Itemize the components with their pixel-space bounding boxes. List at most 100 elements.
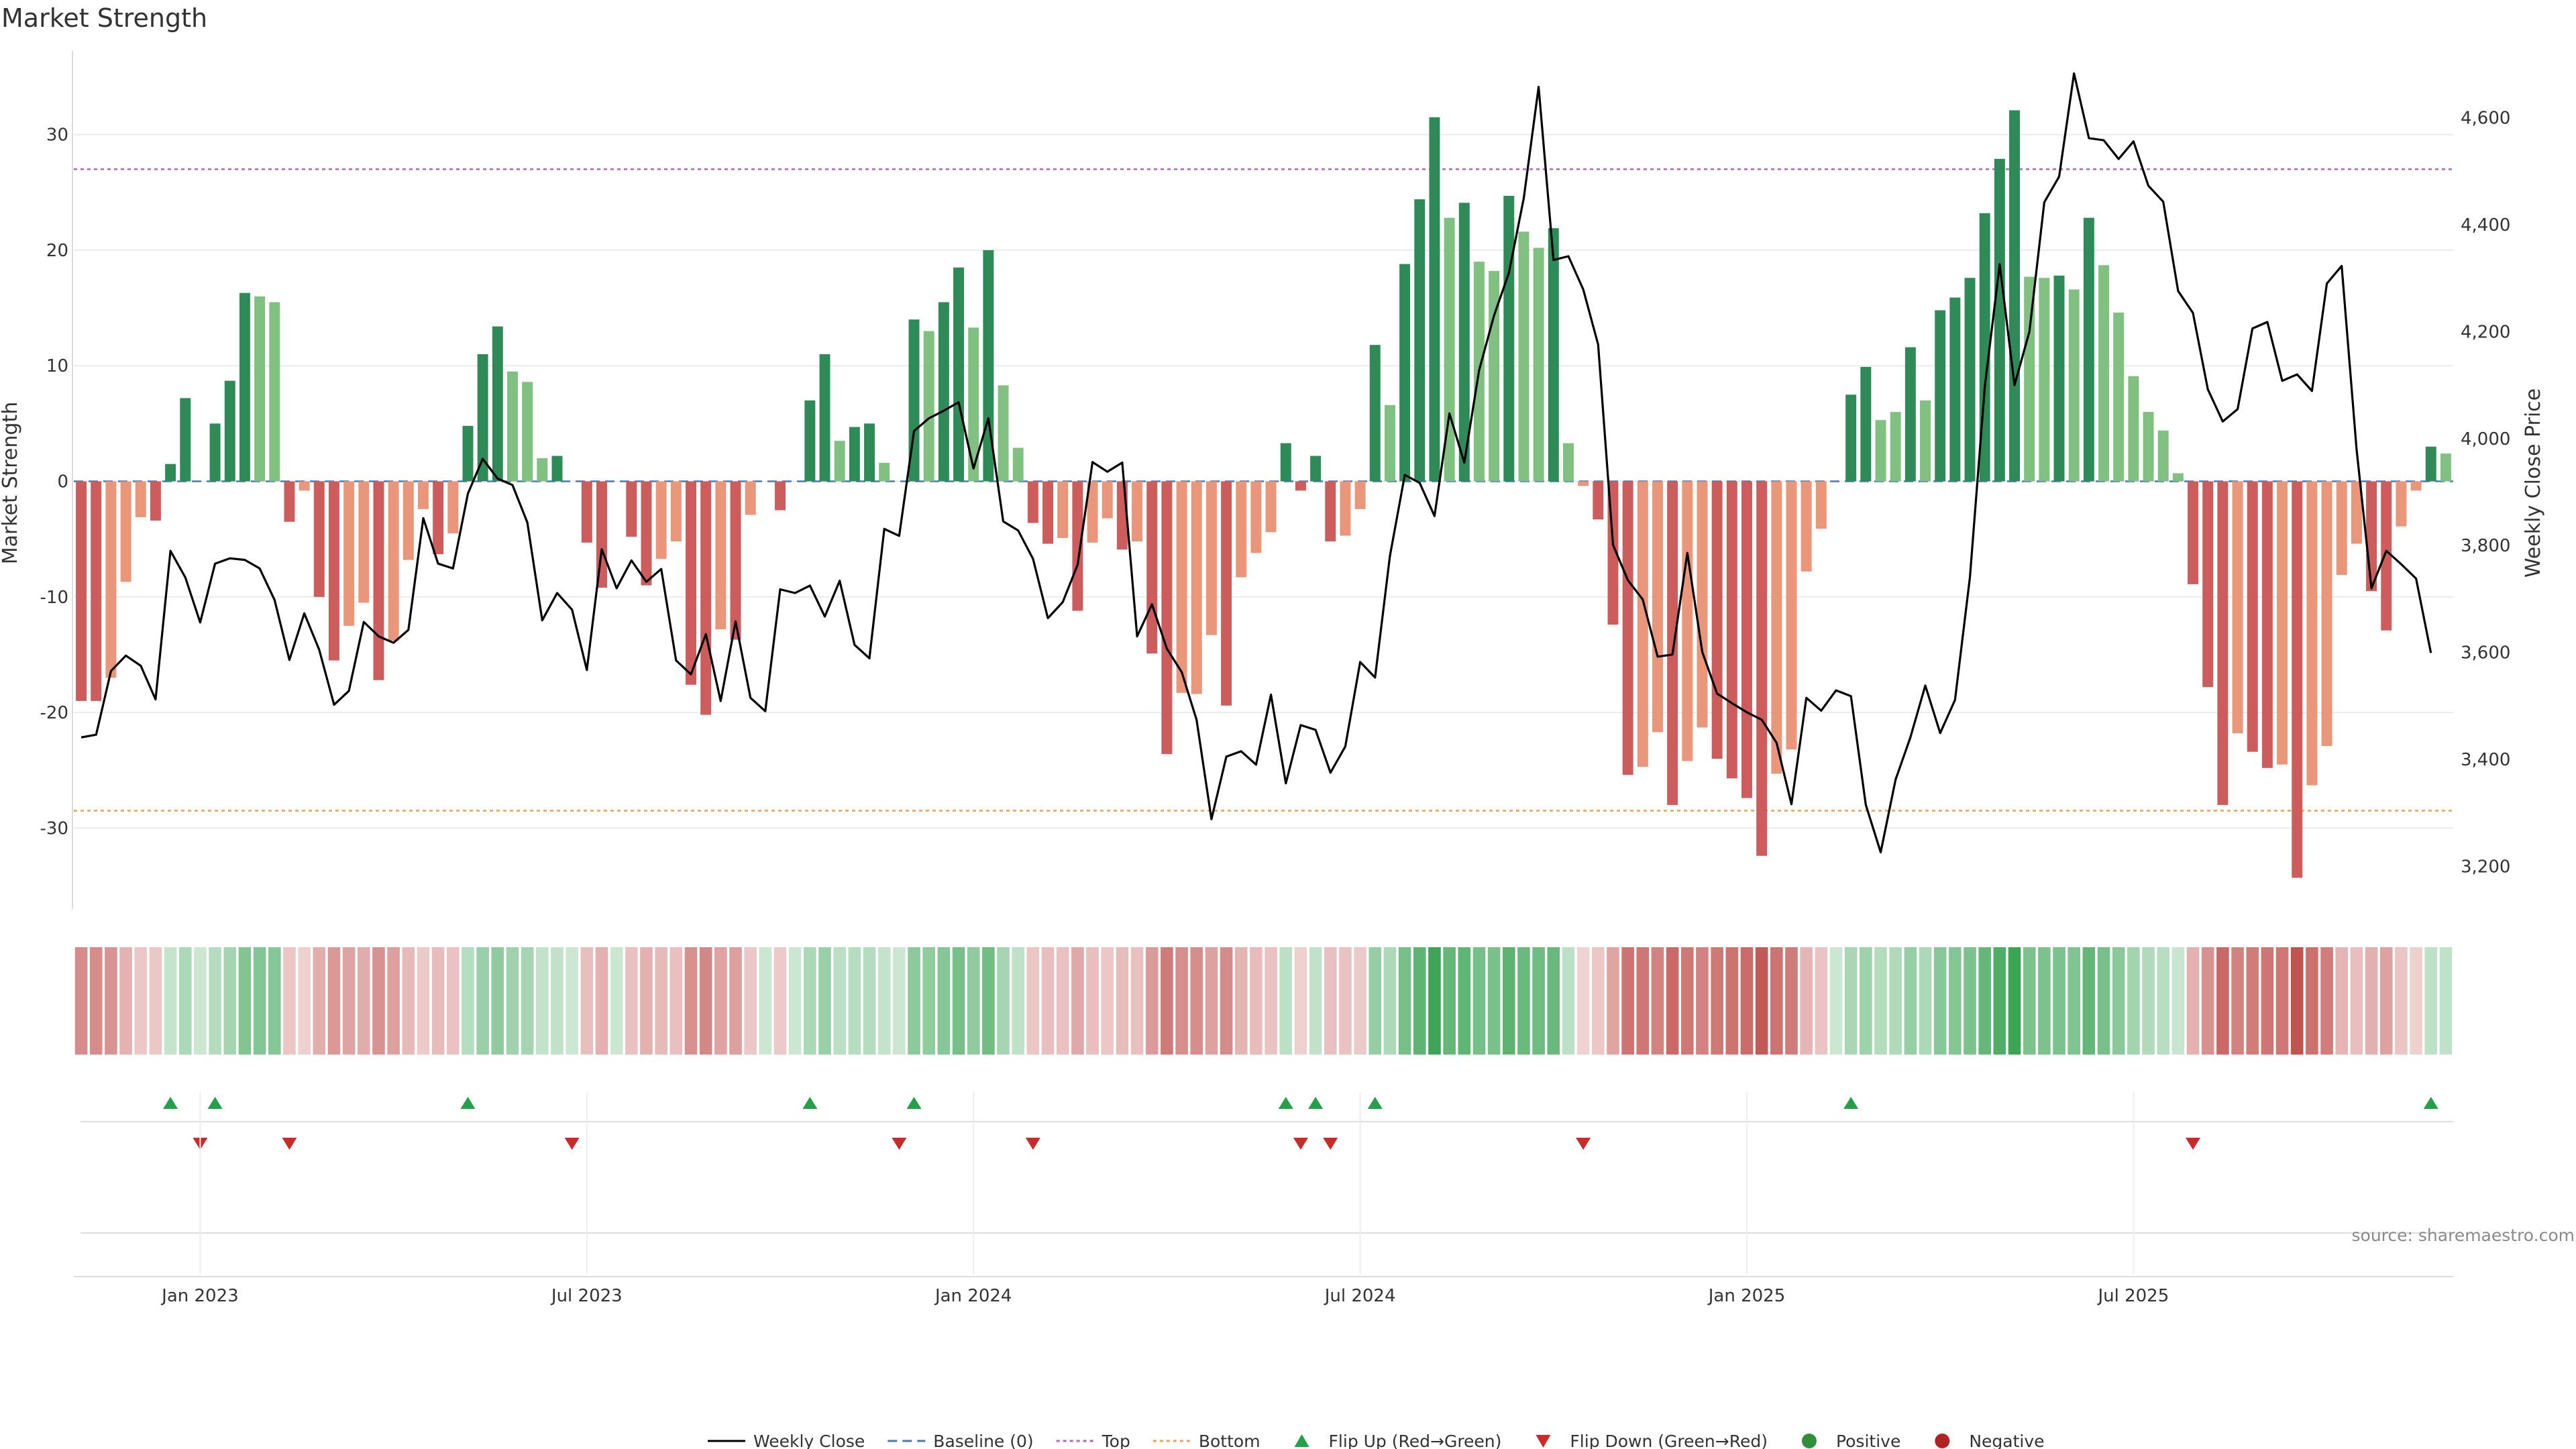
heat-cell [2053,947,2065,1055]
strength-bar [1444,217,1455,482]
heat-cell [1205,947,1218,1055]
heat-cell [1949,947,1962,1055]
heat-cell [863,947,876,1055]
x-axis: Jan 2023 Jul 2023 Jan 2024 Jul 2024 Jan 2025… [160,1092,2169,1306]
strength-bar [2381,481,2392,631]
strength-bar [2351,481,2362,544]
heat-cell [699,947,712,1055]
heat-cell [1354,947,1366,1055]
strength-bar [2113,312,2125,482]
heat-cell [580,947,594,1055]
heat-cell [2186,947,2200,1055]
heat-cell [1294,947,1307,1055]
heat-cell [1770,947,1783,1055]
heat-cell [1071,947,1084,1055]
flip-up-marker [1367,1097,1383,1109]
y2-tick-label: 3,200 [2461,857,2510,877]
heat-cell [2320,947,2333,1055]
heat-cell [1844,947,1858,1055]
strength-bar [76,481,87,701]
strength-bar [180,398,191,482]
x-tick-label: Jan 2025 [1707,1286,1786,1306]
strength-bar [626,481,637,537]
strength-bar [641,481,652,586]
heat-cell [1279,947,1293,1055]
strength-bar [373,481,384,680]
heat-cell [2082,947,2096,1055]
strength-bar [402,481,414,560]
strength-bar [1518,231,1529,482]
y2-tick-label: 4,400 [2461,215,2510,235]
strength-bar [1236,481,1247,578]
heat-cell [2335,947,2349,1055]
strength-bar [2292,481,2303,878]
legend-label: Negative [1969,1432,2044,1449]
heat-cell [417,947,430,1055]
heat-cell [1829,947,1843,1055]
strength-bar [358,481,370,603]
heat-cell [908,947,920,1055]
heat-cell [610,947,623,1055]
heat-cell [1725,947,1739,1055]
heat-cell [149,947,162,1055]
strength-bar [1994,158,2005,482]
strength-bar [1429,117,1440,482]
strength-bar [879,462,890,482]
heat-cell [1800,947,1813,1055]
heat-cell [194,947,207,1055]
flip-down-marker [892,1138,907,1150]
legend-label: Weekly Close [753,1432,865,1449]
strength-bar [2366,481,2377,592]
flip-up-marker [906,1097,922,1109]
heat-cell [848,947,861,1055]
strength-bar [1012,447,1024,482]
heat-cell [2201,947,2214,1055]
heat-cell [788,947,802,1055]
heat-cell [1993,947,2006,1055]
strength-bar [1325,481,1336,542]
heat-cell [1041,947,1055,1055]
heat-cell [2424,947,2438,1055]
y2-tick-label: 4,600 [2461,109,2510,129]
heat-cell [134,947,148,1055]
heat-cell [1904,947,1917,1055]
strength-bar [1637,481,1648,767]
strength-bar [2068,289,2080,482]
strength-bar [2440,453,2451,482]
y-tick-label: -10 [40,588,68,608]
strength-bar [1652,481,1663,733]
strength-bar [1726,481,1737,779]
strength-bar [2261,481,2273,768]
x-tick-label: Jan 2024 [934,1286,1012,1306]
heat-cell [1265,947,1277,1055]
heat-cell [491,947,504,1055]
strength-bar [2277,481,2288,765]
heat-cell [446,947,460,1055]
heat-cell [2127,947,2140,1055]
heat-cell [982,947,995,1055]
strength-bar [477,354,488,482]
strength-bar [1369,345,1381,482]
flip-up-marker [207,1097,223,1109]
heat-cell [1487,947,1501,1055]
strength-bar [224,380,235,482]
heat-cell [1443,947,1456,1055]
heat-cell [1755,947,1768,1055]
heat-cell [669,947,683,1055]
strength-bar [775,481,786,511]
strength-bar [105,481,117,678]
heat-cell [1919,947,1932,1055]
strength-bar [1057,481,1069,538]
heat-cell [1398,947,1411,1055]
strength-bar [2039,278,2050,482]
strength-bar [2009,110,2021,482]
strength-bar [923,331,934,482]
strength-bar [1815,481,1827,529]
strength-bar [1845,394,1857,482]
heat-cell [1978,947,1991,1055]
heat-cell [283,947,296,1055]
bottom-panel [74,1232,2453,1277]
strength-bar [492,326,503,482]
strength-bar [1161,481,1173,755]
strength-bar [1146,481,1158,654]
